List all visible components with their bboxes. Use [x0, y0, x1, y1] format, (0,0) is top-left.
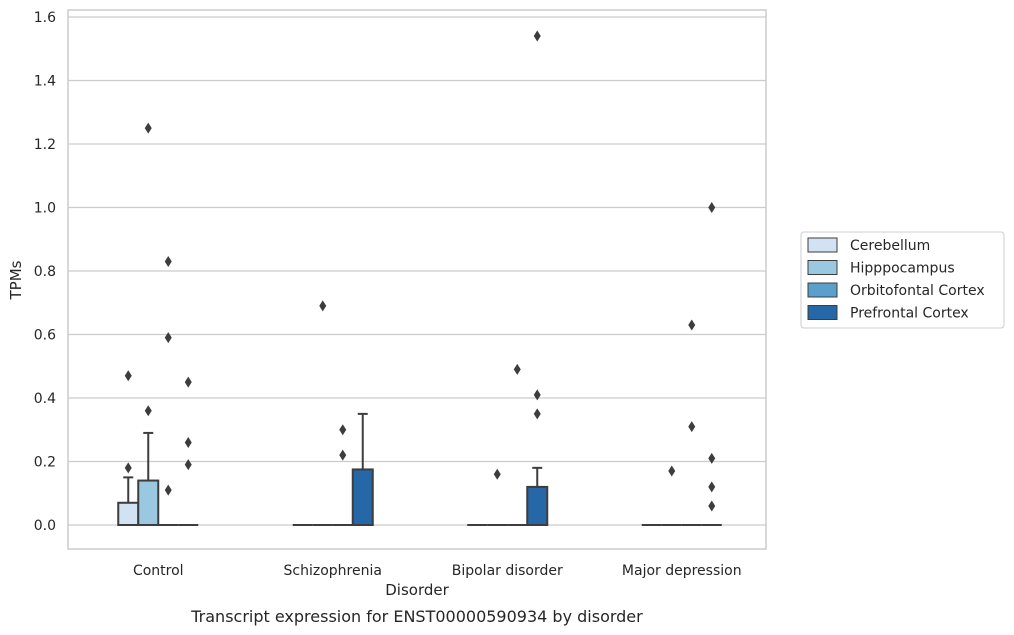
box-series — [117, 30, 722, 526]
y-axis-title: TPMs — [7, 260, 25, 300]
legend-label: Prefrontal Cortex — [850, 306, 969, 322]
outlier-point — [184, 459, 192, 471]
outlier-point — [708, 202, 716, 213]
outlier-point — [533, 389, 541, 401]
x-tick-label: Control — [133, 563, 184, 579]
box-1-1 — [312, 300, 333, 526]
legend-item: Prefrontal Cortex — [807, 305, 969, 322]
box-1-3 — [661, 465, 682, 526]
box-body — [351, 468, 374, 526]
box-3-1 — [351, 412, 374, 526]
box-1-2 — [487, 468, 508, 526]
x-axis-title: Disorder — [385, 581, 449, 599]
legend-label: Orbitofontal Cortex — [850, 283, 985, 299]
outlier-point — [533, 408, 541, 420]
x-tick-label: Bipolar disorder — [452, 563, 563, 579]
outlier-point — [339, 424, 347, 436]
outlier-point — [164, 332, 172, 344]
outlier-point — [688, 319, 696, 331]
legend: Cerebellum Hipppocampus Orbitofontal Corte… — [800, 231, 1005, 329]
y-tick-label: 0.0 — [34, 518, 56, 534]
y-tick-label: 0.4 — [34, 391, 56, 407]
box-1-0 — [137, 122, 160, 526]
legend-item: Orbitofontal Cortex — [807, 282, 985, 299]
y-tick-label: 1.6 — [34, 10, 56, 26]
x-tick-labels: Control Schizophrenia Bipolar disorder Majo… — [133, 563, 742, 579]
x-tick-label: Major depression — [622, 563, 742, 579]
y-tick-label: 0.8 — [34, 264, 56, 280]
box-body — [137, 479, 160, 526]
outlier-point — [668, 465, 676, 477]
legend-item: Cerebellum — [807, 237, 930, 254]
outlier-point — [164, 255, 172, 267]
outlier-point — [124, 370, 132, 382]
legend-items: Cerebellum Hipppocampus Orbitofontal Corte… — [807, 237, 985, 322]
outlier-point — [144, 122, 152, 134]
box-2-0 — [158, 255, 179, 526]
outlier-point — [184, 436, 192, 448]
outlier-point — [164, 484, 172, 496]
box-2-1 — [332, 424, 353, 526]
outlier-point — [533, 30, 541, 42]
legend-frame — [800, 231, 1005, 329]
box-body — [526, 485, 549, 526]
outlier-point — [688, 421, 696, 433]
y-tick-labels: 0.0 0.2 0.4 0.6 0.8 1.0 1.2 1.4 1.6 — [34, 10, 56, 534]
box-2-2 — [507, 363, 528, 526]
chart-caption: Transcript expression for ENST0000059093… — [190, 607, 643, 626]
grid-lines — [68, 16, 766, 526]
legend-label: Cerebellum — [850, 238, 930, 254]
legend-swatch — [807, 260, 838, 275]
box-3-0 — [178, 376, 199, 526]
box-2-3 — [681, 319, 702, 526]
box-3-3 — [701, 202, 722, 526]
outlier-point — [513, 363, 521, 375]
legend-label: Hipppocampus — [850, 261, 955, 277]
y-tick-label: 1.4 — [34, 74, 56, 90]
outlier-point — [339, 449, 347, 461]
y-tick-label: 1.0 — [34, 201, 56, 217]
outlier-point — [319, 300, 327, 312]
legend-item: Hipppocampus — [807, 260, 955, 277]
outlier-point — [493, 468, 501, 480]
plot-frame — [67, 9, 767, 550]
outlier-point — [708, 452, 716, 464]
legend-swatch — [807, 237, 838, 253]
outlier-point — [184, 376, 192, 388]
legend-swatch — [807, 305, 838, 320]
outlier-point — [708, 500, 716, 512]
y-tick-label: 0.2 — [34, 455, 56, 471]
box-body — [117, 501, 140, 526]
y-tick-label: 1.2 — [34, 137, 56, 153]
y-tick-label: 0.6 — [34, 328, 56, 344]
legend-swatch — [807, 282, 838, 298]
x-tick-label: Schizophrenia — [284, 563, 382, 579]
box-0-0 — [117, 370, 140, 526]
outlier-point — [124, 462, 132, 474]
outlier-point — [144, 405, 152, 417]
outlier-point — [708, 481, 716, 493]
box-3-2 — [526, 30, 549, 526]
